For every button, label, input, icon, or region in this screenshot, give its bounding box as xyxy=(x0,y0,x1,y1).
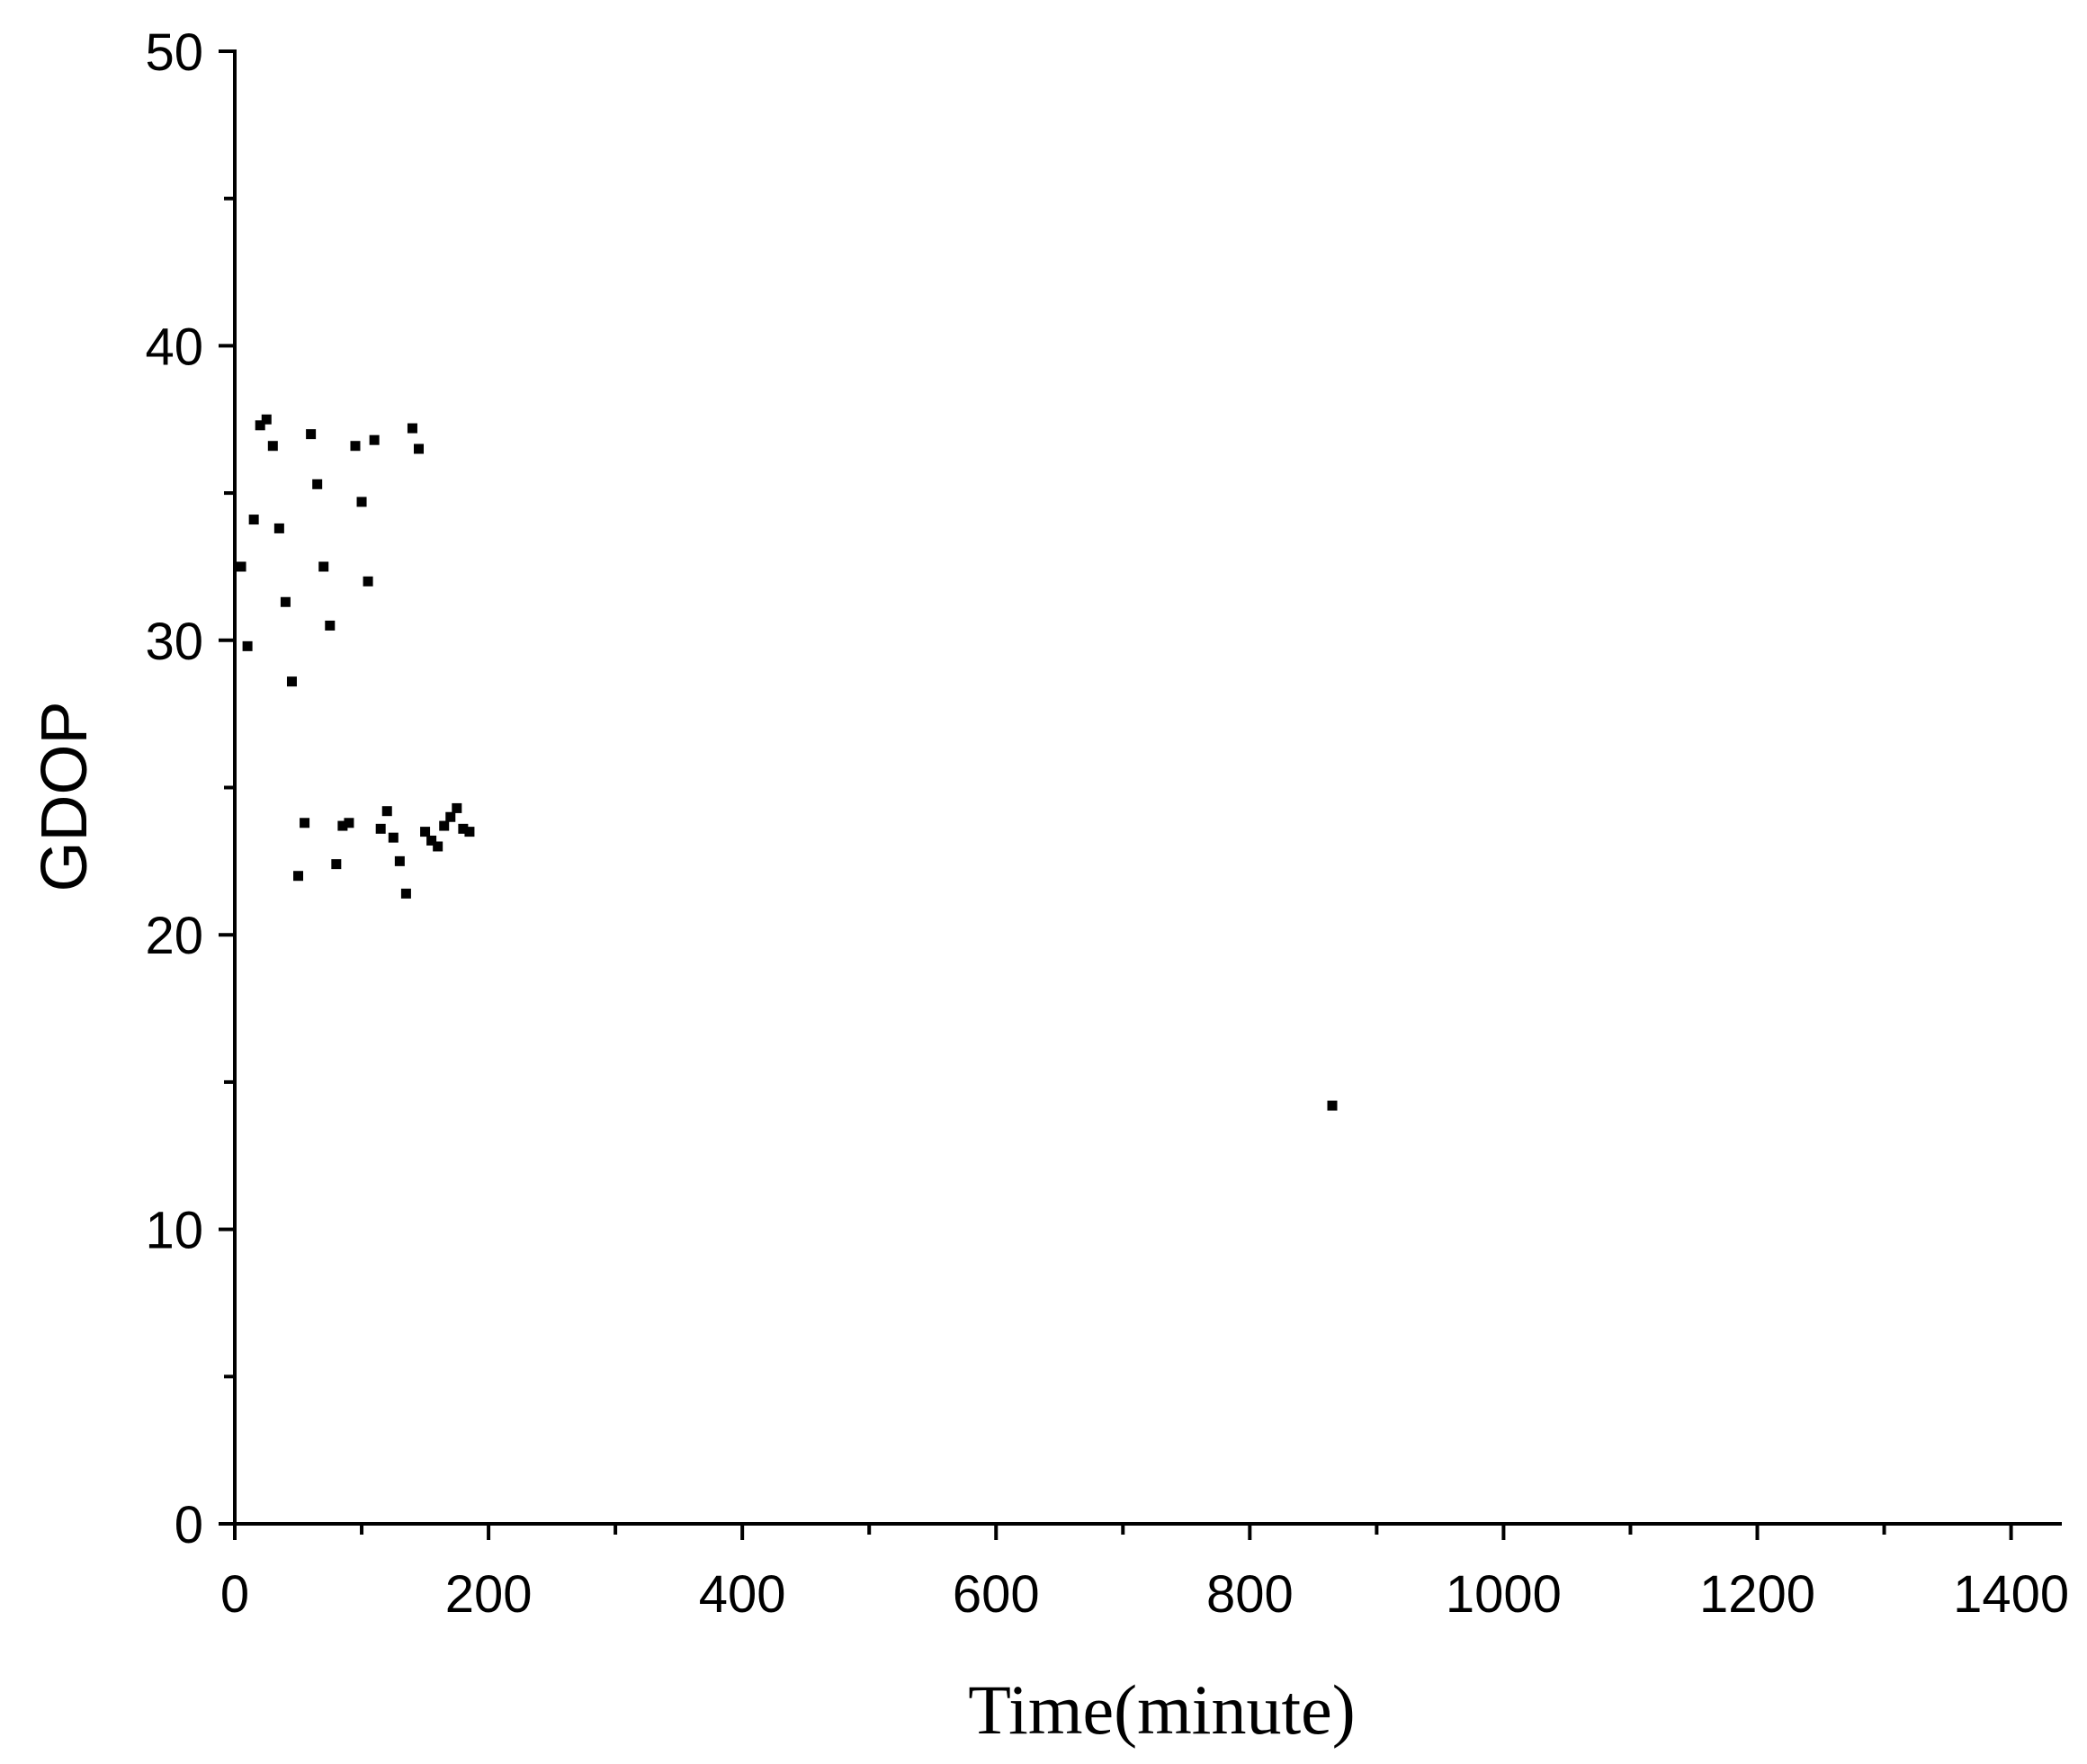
data-point xyxy=(388,832,399,843)
x-tick-label: 1000 xyxy=(1446,1565,1562,1624)
data-point xyxy=(242,640,253,651)
x-tick-label: 600 xyxy=(953,1565,1040,1624)
y-axis-ticks: 0 10 20 30 40 50 xyxy=(145,23,235,1554)
data-point xyxy=(400,888,411,899)
y-tick-label: 20 xyxy=(145,907,203,965)
data-point xyxy=(318,561,329,572)
data-point xyxy=(337,820,348,831)
y-tick-label: 30 xyxy=(145,613,203,671)
x-tick-label: 1400 xyxy=(1953,1565,2069,1624)
y-axis-title: GDOP xyxy=(29,701,101,891)
x-tick-label: 800 xyxy=(1206,1565,1294,1624)
x-axis-title: Time(minute) xyxy=(968,1670,1355,1749)
data-point xyxy=(325,620,336,631)
data-point xyxy=(452,802,462,813)
data-point xyxy=(439,820,450,831)
data-point xyxy=(420,827,431,837)
data-point xyxy=(1327,1100,1338,1111)
y-tick-label: 0 xyxy=(175,1496,203,1554)
data-point xyxy=(363,576,373,587)
data-point xyxy=(255,420,265,431)
data-point xyxy=(375,823,386,834)
data-point xyxy=(407,423,417,434)
data-point xyxy=(445,811,456,822)
data-point xyxy=(394,855,405,866)
data-point xyxy=(369,434,380,445)
x-tick-label: 0 xyxy=(220,1565,249,1624)
y-tick-label: 50 xyxy=(145,23,203,82)
data-point xyxy=(350,441,361,452)
y-tick-label: 10 xyxy=(145,1202,203,1260)
data-point xyxy=(267,441,278,452)
data-points xyxy=(236,414,1338,1111)
data-point xyxy=(280,596,291,607)
data-point xyxy=(236,561,246,572)
data-point xyxy=(426,835,437,846)
data-point xyxy=(331,859,342,870)
data-point xyxy=(293,871,304,882)
data-point xyxy=(414,443,425,454)
x-tick-label: 400 xyxy=(699,1565,786,1624)
data-point xyxy=(312,479,323,489)
data-point xyxy=(464,827,475,837)
data-point xyxy=(306,429,317,440)
data-point xyxy=(248,515,259,525)
x-axis-ticks: 0 200 400 600 800 1000 1200 1400 xyxy=(220,1524,2069,1624)
x-tick-label: 200 xyxy=(445,1565,533,1624)
y-tick-label: 40 xyxy=(145,318,203,376)
axes xyxy=(233,49,2062,1526)
data-point xyxy=(433,841,443,852)
data-point xyxy=(261,414,272,425)
data-point xyxy=(458,823,469,834)
data-point xyxy=(344,818,354,828)
data-point xyxy=(273,523,284,533)
data-point xyxy=(381,806,392,817)
data-point xyxy=(286,676,297,687)
data-point xyxy=(356,497,367,507)
x-tick-label: 1200 xyxy=(1699,1565,1815,1624)
data-point xyxy=(300,818,310,828)
